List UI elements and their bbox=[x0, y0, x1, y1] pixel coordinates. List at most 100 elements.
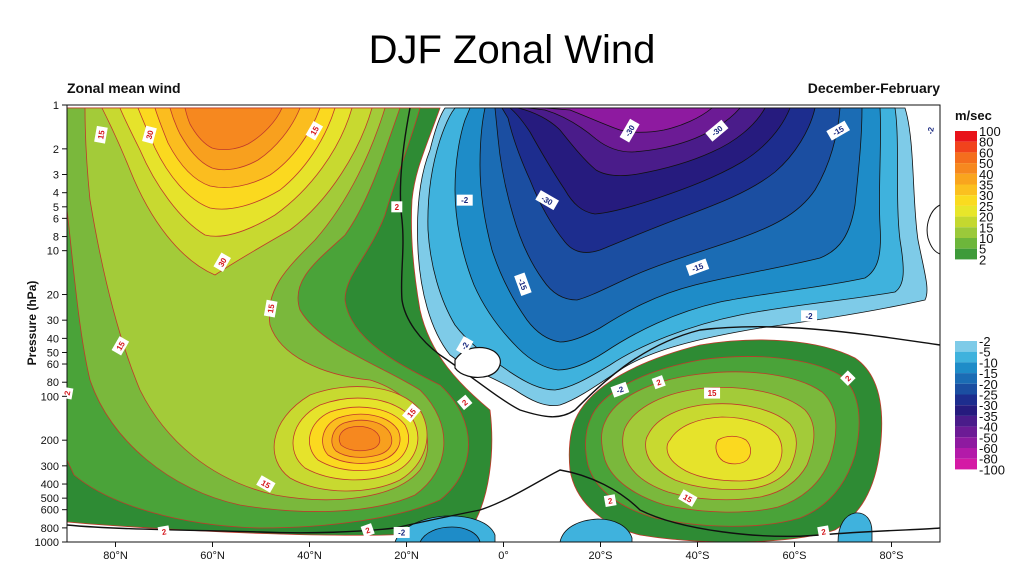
y-tick-label: 6 bbox=[53, 213, 59, 225]
colorbar-label: 60 bbox=[979, 145, 993, 160]
colorbar-label: -60 bbox=[979, 441, 998, 456]
colorbar-swatch bbox=[955, 437, 977, 448]
colorbar-swatch bbox=[955, 141, 977, 153]
contour-label-text: -2 bbox=[459, 340, 471, 351]
contour-label: 2 bbox=[60, 386, 74, 400]
contour-label-bg bbox=[704, 387, 721, 399]
contour-label-text: 15 bbox=[708, 389, 717, 398]
contour-label: 15 bbox=[305, 120, 324, 141]
y-axis-label: Pressure (hPa) bbox=[25, 281, 39, 366]
contour-label: 2 bbox=[360, 523, 375, 538]
colorbar-unit: m/sec bbox=[955, 108, 992, 123]
y-tick-label: 50 bbox=[47, 347, 59, 359]
contour-fill-southern-surface-easterly bbox=[559, 518, 633, 542]
contour-label-bg bbox=[826, 120, 850, 141]
contour-label: -2 bbox=[610, 381, 630, 398]
colorbar-label: 20 bbox=[979, 210, 993, 225]
contour-label: -2 bbox=[455, 336, 474, 356]
colorbar-swatch bbox=[955, 238, 977, 249]
colorbar-swatch bbox=[955, 415, 977, 427]
contour-label: 15 bbox=[263, 299, 278, 318]
colorbar-label: -5 bbox=[979, 345, 991, 360]
colorbar-label: 40 bbox=[979, 167, 993, 182]
contour-label-text: -2 bbox=[398, 528, 406, 537]
contour-label: 30 bbox=[213, 252, 231, 272]
y-tick-label: 10 bbox=[47, 246, 59, 258]
chart-left-header: Zonal mean wind bbox=[67, 80, 181, 96]
contour-label: 15 bbox=[256, 475, 276, 493]
y-tick-label: 800 bbox=[41, 523, 59, 535]
contour-label-text: -2 bbox=[461, 196, 469, 205]
contour-label-bg bbox=[685, 258, 710, 277]
contour-label-text: -2 bbox=[805, 312, 813, 321]
contour-label-text: 30 bbox=[144, 129, 155, 140]
contour-label-bg bbox=[305, 120, 324, 141]
contour-label-bg bbox=[535, 190, 559, 211]
y-tick-label: 100 bbox=[41, 391, 59, 403]
contour-label: 15 bbox=[94, 125, 108, 144]
contour-label-text: -2 bbox=[615, 385, 625, 396]
contour-label-text: -2 bbox=[926, 126, 936, 135]
contour-label-bg bbox=[256, 475, 276, 493]
contour-label: -30 bbox=[535, 190, 559, 211]
colorbar-swatch bbox=[955, 426, 977, 438]
colorbar-swatch bbox=[955, 184, 977, 196]
y-tick-label: 4 bbox=[53, 188, 59, 200]
contour-label-bg bbox=[817, 525, 830, 539]
colorbar-label: -2 bbox=[979, 334, 991, 349]
y-tick-label: 300 bbox=[41, 461, 59, 473]
contour-label-text: 2 bbox=[655, 378, 663, 388]
contour-label-bg bbox=[142, 125, 157, 144]
contour-label-bg bbox=[391, 201, 403, 213]
colorbar-label: -30 bbox=[979, 398, 998, 413]
contour-fill-south-30 bbox=[715, 435, 752, 465]
contour-fill-polar-surface-easterly bbox=[837, 512, 873, 542]
y-tick-label: 400 bbox=[41, 479, 59, 491]
colorbar-label: 80 bbox=[979, 135, 993, 150]
slide-title: DJF Zonal Wind bbox=[368, 28, 656, 72]
colorbar-swatch bbox=[955, 458, 977, 470]
contour-label-text: 15 bbox=[96, 129, 107, 140]
contour-label: 15 bbox=[111, 336, 130, 356]
contour-label-bg bbox=[514, 272, 532, 296]
y-tick-label: 1000 bbox=[35, 537, 59, 549]
contour-fill-north-45 bbox=[184, 107, 381, 452]
contour-label: -2 bbox=[923, 121, 938, 140]
contour-label-text: 2 bbox=[161, 527, 167, 537]
plot-area bbox=[67, 105, 940, 542]
colorbar-swatch bbox=[955, 373, 977, 384]
colorbar-label: 10 bbox=[979, 231, 993, 246]
colorbar-swatch bbox=[955, 362, 977, 374]
contour-label-bg bbox=[456, 394, 473, 411]
zero-contour-surface-north bbox=[67, 469, 940, 537]
x-tick-label: 40°S bbox=[686, 550, 710, 562]
contour-label-bg bbox=[393, 526, 410, 538]
colorbar-label: -35 bbox=[979, 409, 998, 424]
contour-label: -15 bbox=[826, 120, 850, 141]
colorbar-swatch bbox=[955, 394, 977, 406]
contour-label-text: 2 bbox=[843, 373, 853, 383]
contour-fill-north-40 bbox=[169, 107, 393, 458]
contour-label: -2 bbox=[393, 526, 410, 538]
contour-label-text: 2 bbox=[395, 203, 400, 212]
contour-label: -2 bbox=[801, 310, 818, 322]
contour-label-bg bbox=[213, 252, 231, 272]
x-axis: 80°N 60°N 40°N 20°N 0° 20°S 40°S 60°S 80°S bbox=[103, 542, 903, 562]
contour-label-text: 2 bbox=[364, 526, 372, 536]
contour-label-text: 2 bbox=[821, 527, 827, 537]
colorbar-label: 35 bbox=[979, 178, 993, 193]
colorbar-swatch bbox=[955, 248, 977, 260]
contour-label-bg bbox=[678, 489, 698, 507]
x-tick-label: 60°S bbox=[783, 550, 807, 562]
y-tick-label: 8 bbox=[53, 232, 59, 244]
contour-label: -30 bbox=[619, 118, 640, 143]
contour-label: 2 bbox=[603, 494, 617, 508]
colorbar-label: 15 bbox=[979, 220, 993, 235]
contour-label: 15 bbox=[401, 403, 421, 423]
y-tick-label: 600 bbox=[41, 505, 59, 517]
colorbar-label: -25 bbox=[979, 388, 998, 403]
